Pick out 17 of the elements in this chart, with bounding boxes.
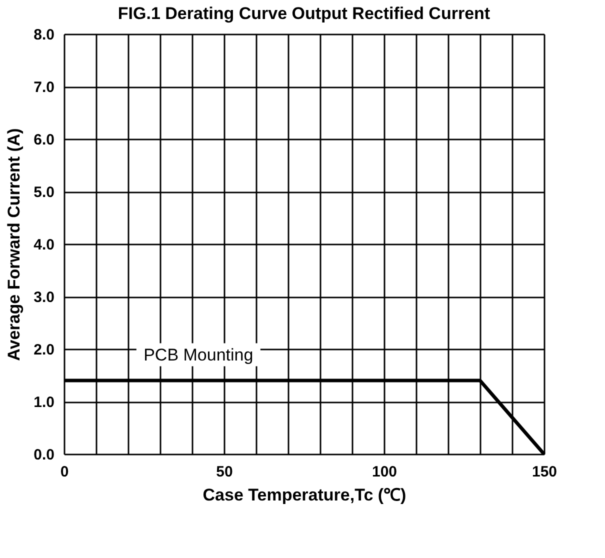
- y-tick-label: 2.0: [34, 342, 54, 358]
- x-tick-label: 50: [216, 464, 233, 480]
- annotation: PCB Mounting: [144, 345, 254, 364]
- y-tick-label: 6.0: [34, 132, 54, 148]
- y-tick-label: 1.0: [34, 394, 54, 411]
- y-tick-label: 8.0: [34, 26, 54, 44]
- y-tick-label: 3.0: [34, 289, 54, 306]
- x-axis-title: Case Temperature,Tc (℃): [202, 486, 406, 504]
- y-tick-label: 0.0: [34, 446, 54, 464]
- x-tick-label: 0: [60, 464, 69, 480]
- y-axis-title: Average Forward Current (A): [4, 128, 24, 361]
- y-tick-label: 7.0: [34, 79, 54, 96]
- x-tick-label: 100: [372, 464, 398, 480]
- y-tick-label: 5.0: [34, 184, 54, 201]
- x-tick-label: 150: [532, 464, 558, 480]
- chart-title: FIG.1 Derating Curve Output Rectified Current: [118, 4, 490, 23]
- y-tick-label: 4.0: [34, 236, 54, 254]
